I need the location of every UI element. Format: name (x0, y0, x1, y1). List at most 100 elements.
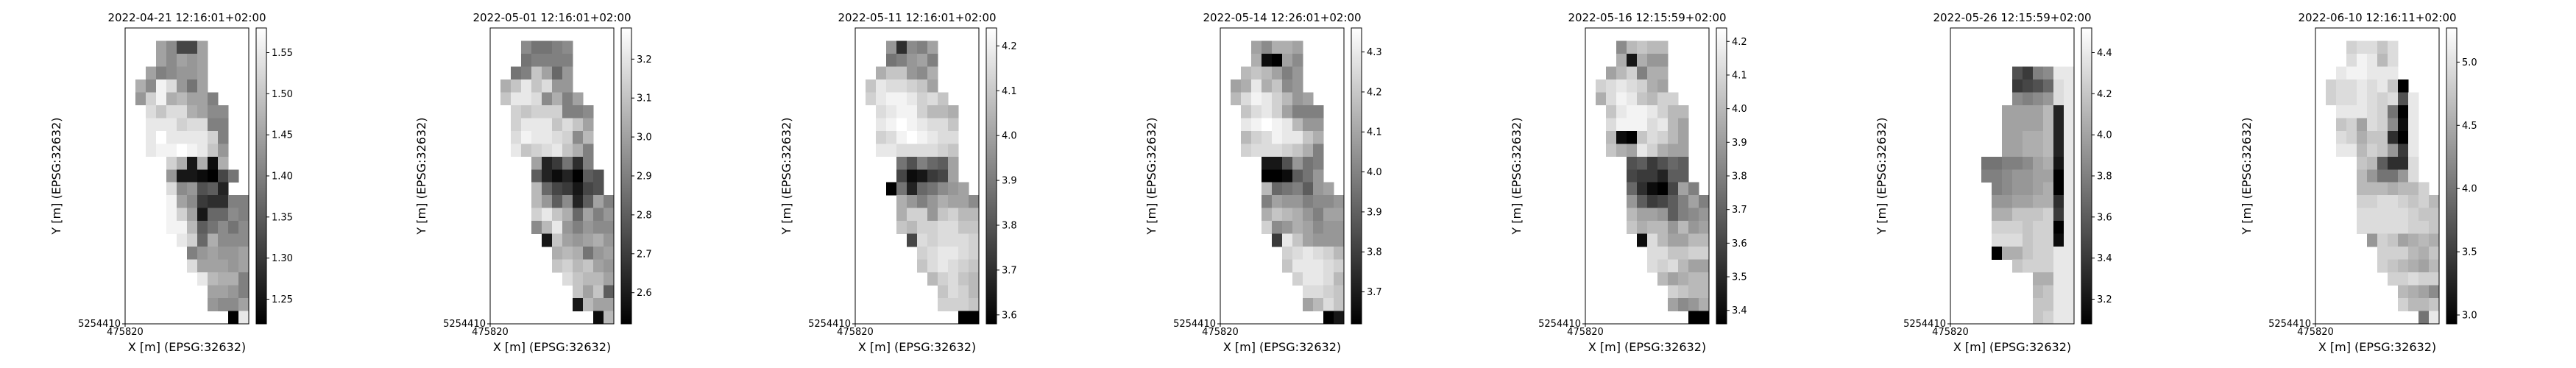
raster-cell (969, 298, 980, 311)
raster-cell (593, 247, 604, 260)
raster-cell (531, 182, 542, 196)
raster-cell (2357, 66, 2368, 80)
raster-cell (907, 79, 918, 93)
raster-cell (2033, 311, 2044, 325)
raster-cell (238, 285, 250, 299)
raster-cell (1657, 53, 1669, 67)
raster-cell (927, 156, 938, 170)
raster-cell (1616, 40, 1627, 54)
raster-cell (1334, 285, 1345, 299)
raster-cell (531, 66, 542, 80)
raster-cell (604, 195, 615, 208)
raster-cell (2043, 92, 2054, 106)
raster-cell (197, 221, 208, 234)
raster-cell (896, 156, 907, 170)
raster-cell (187, 156, 198, 170)
raster-cell (2012, 66, 2023, 80)
raster-cell (1678, 208, 1689, 222)
raster-cell (531, 169, 542, 183)
raster-cell (938, 105, 949, 118)
raster-cell (1282, 66, 1293, 80)
raster-cell (218, 298, 229, 311)
raster-cell (1678, 144, 1689, 158)
raster-cell (1647, 40, 1658, 54)
raster-cell (1992, 182, 2003, 196)
raster-cell (1334, 208, 1345, 222)
raster-cell (876, 105, 887, 118)
raster-cell (562, 272, 573, 286)
raster-cell (552, 259, 563, 273)
raster-cell (2043, 182, 2054, 196)
raster-cell (2408, 272, 2419, 286)
raster-cell (187, 169, 198, 183)
raster-cell (2408, 285, 2419, 299)
raster-cell (1992, 156, 2003, 170)
raster-cell (2012, 195, 2023, 208)
raster-cell (2043, 144, 2054, 158)
raster-cell (1668, 92, 1679, 106)
raster-cell (238, 247, 250, 260)
x-tick-label: 475820 (837, 327, 874, 338)
raster-cell (166, 53, 177, 67)
colorbar-tick-label: 3.7 (1367, 287, 1382, 298)
colorbar-tick-label: 3.2 (637, 54, 652, 66)
raster-cell (2053, 118, 2064, 132)
raster-cell (1627, 53, 1638, 67)
raster-cell (938, 272, 949, 286)
x-axis-label: X [m] (EPSG:32632) (1588, 340, 1706, 354)
raster-cell (1323, 195, 1334, 208)
raster-cell (2377, 105, 2388, 118)
raster-cell (2408, 195, 2419, 208)
raster-cell (917, 247, 928, 260)
raster-cell (542, 118, 553, 132)
raster-cell (2418, 298, 2430, 311)
raster-cell (917, 221, 928, 234)
raster-cell (2023, 169, 2034, 183)
raster-cell (2053, 298, 2064, 311)
raster-cell (2064, 66, 2075, 80)
raster-cell (2398, 272, 2409, 286)
raster-cell (2002, 221, 2013, 234)
panel-title: 2022-04-21 12:16:01+02:00 (107, 11, 266, 24)
raster-cell (218, 144, 229, 158)
raster-cell (1688, 182, 1699, 196)
colorbar-tick-label: 4.5 (2462, 121, 2477, 132)
raster-cell (1313, 182, 1324, 196)
raster-cell (218, 105, 229, 118)
raster-cell (2002, 195, 2013, 208)
raster-cell (1282, 221, 1293, 234)
raster-cell (927, 182, 938, 196)
raster-cell (2388, 156, 2399, 170)
raster-cell (562, 195, 573, 208)
raster-cell (552, 79, 563, 93)
raster-cell (1637, 169, 1648, 183)
raster-cell (1313, 247, 1324, 260)
raster-cell (2357, 79, 2368, 93)
raster-cell (2033, 79, 2044, 93)
y-tick-label: 5254410 (1173, 319, 1216, 330)
raster-cell (562, 79, 573, 93)
raster-cell (1647, 144, 1658, 158)
raster-cell (938, 298, 949, 311)
raster-cell (2377, 79, 2388, 93)
raster-cell (197, 195, 208, 208)
raster-cell (197, 233, 208, 247)
raster-cell (2388, 130, 2399, 144)
raster-cell (1323, 272, 1334, 286)
raster-cell (197, 130, 208, 144)
raster-cell (917, 40, 928, 54)
raster-cell (573, 272, 584, 286)
raster-cell (146, 79, 157, 93)
raster-cell (2357, 221, 2368, 234)
raster-cell (2398, 130, 2409, 144)
raster-cell (2043, 130, 2054, 144)
raster-cell (604, 285, 615, 299)
raster-cell (2398, 221, 2409, 234)
raster-cell (531, 195, 542, 208)
raster-cell (1606, 92, 1617, 106)
raster-cell (228, 169, 239, 183)
raster-cell (2064, 233, 2075, 247)
raster-cell (2408, 105, 2419, 118)
